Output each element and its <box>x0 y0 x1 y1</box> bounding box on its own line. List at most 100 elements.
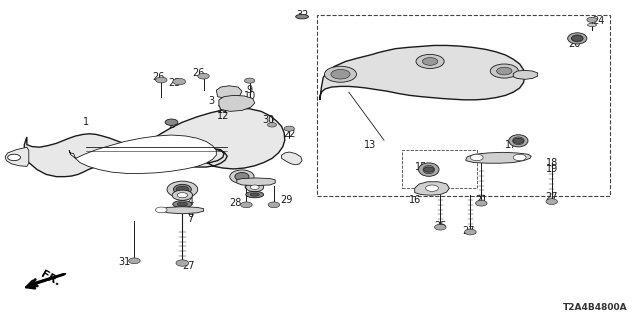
Text: 15: 15 <box>415 162 428 172</box>
Text: 6: 6 <box>188 209 194 219</box>
Polygon shape <box>466 152 531 163</box>
Polygon shape <box>320 45 525 100</box>
Ellipse shape <box>572 35 583 42</box>
Text: FR.: FR. <box>38 269 61 288</box>
Circle shape <box>165 119 178 125</box>
Circle shape <box>244 78 255 83</box>
Ellipse shape <box>173 201 192 208</box>
Circle shape <box>424 167 434 172</box>
Text: 31: 31 <box>118 257 131 267</box>
Text: 17: 17 <box>504 140 517 150</box>
Text: 5: 5 <box>188 188 194 199</box>
Text: 26: 26 <box>192 68 205 78</box>
Ellipse shape <box>296 14 308 19</box>
Polygon shape <box>163 207 204 214</box>
Circle shape <box>176 186 189 193</box>
Ellipse shape <box>246 191 264 198</box>
Circle shape <box>8 154 20 161</box>
Circle shape <box>173 78 186 85</box>
Polygon shape <box>219 95 255 111</box>
Ellipse shape <box>230 170 254 183</box>
Text: 10: 10 <box>243 91 256 101</box>
Text: 29: 29 <box>280 195 293 205</box>
Text: 19: 19 <box>545 164 558 174</box>
Ellipse shape <box>513 137 524 145</box>
Polygon shape <box>24 108 285 177</box>
Circle shape <box>572 36 583 41</box>
Ellipse shape <box>250 193 259 196</box>
Circle shape <box>241 202 252 208</box>
Text: 8: 8 <box>243 181 250 191</box>
Ellipse shape <box>167 181 198 198</box>
Text: 30: 30 <box>262 115 275 125</box>
Circle shape <box>172 190 193 200</box>
Text: 9: 9 <box>246 84 253 95</box>
Ellipse shape <box>419 163 439 176</box>
Polygon shape <box>282 152 302 165</box>
Circle shape <box>268 202 280 208</box>
Text: 3: 3 <box>208 96 214 106</box>
Ellipse shape <box>177 202 188 206</box>
Text: 4: 4 <box>188 196 194 207</box>
Circle shape <box>176 260 189 266</box>
Text: 7: 7 <box>188 214 194 224</box>
Circle shape <box>324 66 356 82</box>
Text: 2: 2 <box>168 120 175 130</box>
Text: 27: 27 <box>462 226 475 236</box>
Text: 22: 22 <box>283 129 296 139</box>
Circle shape <box>331 69 350 79</box>
Polygon shape <box>216 86 242 99</box>
Ellipse shape <box>588 23 596 27</box>
Text: 13: 13 <box>364 140 376 150</box>
Circle shape <box>546 199 557 204</box>
Text: 11: 11 <box>216 105 229 116</box>
Polygon shape <box>415 182 449 195</box>
Circle shape <box>268 123 276 127</box>
Circle shape <box>465 229 476 235</box>
Ellipse shape <box>423 165 435 174</box>
Circle shape <box>470 154 483 161</box>
Polygon shape <box>69 135 216 173</box>
Circle shape <box>497 67 512 75</box>
Circle shape <box>177 193 188 198</box>
Ellipse shape <box>173 184 191 195</box>
Text: 28: 28 <box>229 198 242 208</box>
Text: 1: 1 <box>83 116 90 127</box>
Circle shape <box>422 58 438 65</box>
Ellipse shape <box>235 172 249 181</box>
Text: 23: 23 <box>168 78 180 88</box>
Text: 27: 27 <box>545 192 558 202</box>
Circle shape <box>426 185 438 191</box>
Text: 16: 16 <box>408 195 421 205</box>
Bar <box>402 150 477 188</box>
Circle shape <box>284 126 294 131</box>
Text: 20: 20 <box>568 39 581 49</box>
Circle shape <box>198 73 209 79</box>
Polygon shape <box>237 178 275 186</box>
Circle shape <box>156 207 167 213</box>
Polygon shape <box>5 147 29 166</box>
Text: 25: 25 <box>434 220 447 231</box>
Text: 18: 18 <box>545 157 558 168</box>
Circle shape <box>156 77 167 83</box>
Circle shape <box>416 54 444 68</box>
Bar <box>317 15 610 196</box>
Text: 21: 21 <box>475 195 488 205</box>
Circle shape <box>250 185 259 189</box>
Circle shape <box>246 183 264 192</box>
Circle shape <box>513 154 526 161</box>
Text: 24: 24 <box>592 16 605 26</box>
Circle shape <box>129 258 140 264</box>
Circle shape <box>476 200 487 206</box>
Circle shape <box>513 138 524 143</box>
Circle shape <box>587 17 597 22</box>
Text: T2A4B4800A: T2A4B4800A <box>563 303 627 312</box>
Text: 32: 32 <box>296 10 308 20</box>
Circle shape <box>435 224 446 230</box>
Text: 26: 26 <box>152 72 165 83</box>
Ellipse shape <box>509 135 528 147</box>
Ellipse shape <box>568 33 587 44</box>
Circle shape <box>490 64 518 78</box>
Polygon shape <box>513 70 538 79</box>
Text: 27: 27 <box>182 261 195 271</box>
